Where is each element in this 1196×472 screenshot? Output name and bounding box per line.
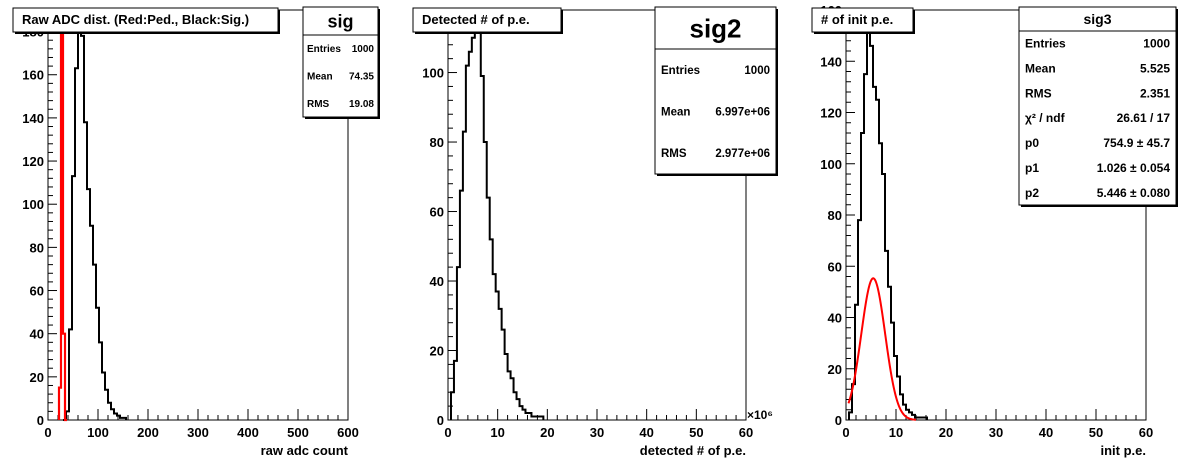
y-tick-label: 20 [828,362,842,377]
y-tick-label: 40 [430,274,444,289]
stats-label: RMS [1025,86,1052,100]
y-tick-label: 120 [22,154,44,169]
y-tick-label: 80 [30,240,44,255]
x-tick-label: 20 [939,425,953,440]
stats-box [302,6,379,118]
x-axis-label: detected # of p.e. [640,443,746,458]
stats-label: χ² / ndf [1025,111,1066,125]
y-tick-label: 100 [422,66,444,81]
stats-value: 26.61 / 17 [1117,111,1171,125]
x-tick-label: 50 [1089,425,1103,440]
y-tick-label: 20 [430,344,444,359]
stats-name: sig [327,11,353,31]
stats-name: sig2 [689,13,741,43]
y-tick-label: 100 [820,157,842,172]
stats-label: Entries [1025,37,1066,51]
histogram-series-1 [63,28,127,421]
stats-value: 2.351 [1140,86,1170,100]
stats-label: Mean [661,107,690,119]
stats-label: p2 [1025,186,1039,200]
x-tick-label: 50 [689,425,703,440]
x-tick-label: 600 [337,425,359,440]
histogram-panel-3: 0102030405060020406080100120140160init p… [811,3,1178,458]
y-tick-label: 0 [37,413,44,428]
stats-label: Entries [661,65,700,77]
histogram-panel-1: 0 100 200 300 400 500 600 0 20 40 60 80 100 120 140 160… [12,6,380,458]
y-tick-label: 20 [30,370,44,385]
stats-label: RMS [307,99,330,110]
x-tick-label: 0 [444,425,451,440]
y-tick-label: 140 [820,54,842,69]
y-tick-label: 160 [22,68,44,83]
x-tick-label: 10 [889,425,903,440]
stats-value: 6.997e+06 [715,107,770,119]
stats-value: 19.08 [349,99,374,110]
x-tick-label: 300 [187,425,209,440]
y-tick-label: 140 [22,111,44,126]
stats-box [654,6,777,175]
y-tick-label: 80 [430,135,444,150]
stats-value: 5.446 ± 0.080 [1097,186,1171,200]
y-tick-label: 40 [30,327,44,342]
x-multiplier-label: ×10⁶ [747,408,773,422]
stats-label: p0 [1025,136,1039,150]
stats-label: Entries [307,44,341,55]
y-tick-label: 80 [828,208,842,223]
stats-value: 2.977e+06 [715,148,770,160]
stats-value: 1000 [1143,37,1170,51]
x-tick-label: 0 [842,425,849,440]
histogram-panel-2: 0 10 20 30 40 50 60 0 20 40 60 80 100 ×10⁶ detected # … [412,6,778,458]
y-tick-label: 60 [30,284,44,299]
chart-title: Raw ADC dist. (Red:Ped., Black:Sig.) [22,12,249,27]
y-tick-label: 120 [820,106,842,121]
y-tick-label: 0 [835,413,842,428]
stats-box [1018,6,1177,206]
x-tick-label: 200 [137,425,159,440]
stats-value: 754.9 ± 45.7 [1103,136,1170,150]
x-tick-label: 20 [540,425,554,440]
stats-value: 74.35 [349,72,374,83]
stats-value: 1000 [744,65,770,77]
x-tick-label: 400 [237,425,259,440]
stats-value: 1.026 ± 0.054 [1097,161,1171,175]
x-tick-label: 40 [639,425,653,440]
x-tick-label: 100 [87,425,109,440]
x-axis-label: raw adc count [261,443,349,458]
histogram-series-1 [848,21,928,420]
x-tick-label: 10 [490,425,504,440]
stats-name: sig3 [1083,11,1111,27]
stats-label: Mean [307,72,333,83]
x-tick-label: 0 [44,425,51,440]
histogram-series-1 [449,22,545,420]
stats-label: RMS [661,148,687,160]
x-tick-label: 40 [1039,425,1053,440]
stats-label: Mean [1025,61,1056,75]
stats-label: p1 [1025,161,1039,175]
y-tick-label: 60 [430,205,444,220]
y-tick-label: 60 [828,259,842,274]
title-box [412,7,562,33]
x-tick-label: 60 [1139,425,1153,440]
title-box [12,7,279,33]
y-tick-label: 0 [437,413,444,428]
y-tick-label: 100 [22,197,44,212]
x-axis-label: init p.e. [1101,443,1147,458]
chart-title: Detected # of p.e. [422,12,530,27]
x-tick-label: 30 [590,425,604,440]
x-tick-label: 500 [287,425,309,440]
y-tick-label: 40 [828,311,842,326]
stats-value: 5.525 [1140,61,1170,75]
title-box [811,7,914,33]
gaussian-fit-curve [847,277,917,421]
x-tick-label: 60 [739,425,753,440]
x-tick-label: 30 [989,425,1003,440]
chart-title: # of init p.e. [821,12,893,27]
histogram-series-2 [57,8,67,422]
stats-value: 1000 [352,44,375,55]
